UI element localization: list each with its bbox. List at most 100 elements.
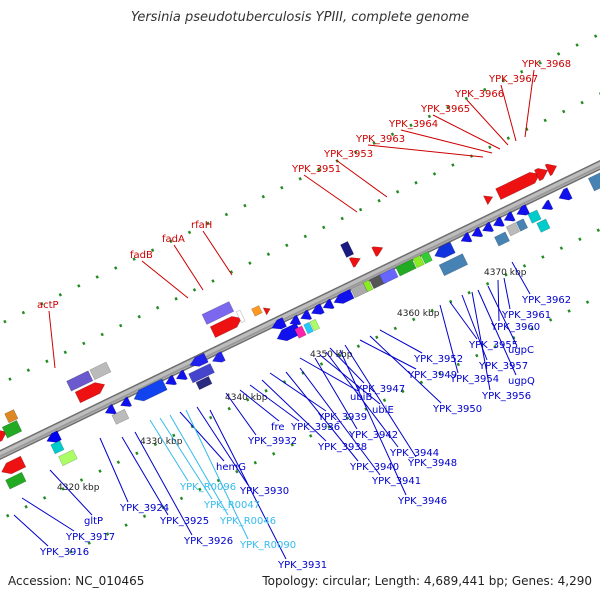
- forward-gene-glyph: [209, 316, 243, 339]
- guide-dot: [412, 317, 416, 322]
- guide-dot: [224, 212, 229, 217]
- tick-label: 4330 kbp: [140, 437, 183, 447]
- guide-dot: [211, 279, 215, 283]
- guide-dot: [485, 282, 490, 286]
- guide-dot: [42, 496, 47, 500]
- rna-gene-label: YPK_R0046: [219, 516, 276, 527]
- guide-dot: [124, 523, 128, 527]
- reverse-gene-label: YPK_3946: [397, 496, 447, 507]
- guide-dot: [559, 246, 564, 250]
- reverse-gene-glyph: [481, 221, 495, 233]
- leader-line: [319, 354, 381, 405]
- reverse-gene-label: YPK_3947: [355, 384, 405, 395]
- guide-dot: [538, 61, 542, 65]
- reverse-gene-glyph: [175, 369, 188, 381]
- forward-gene-label: rfaH: [191, 220, 212, 231]
- leader-line: [524, 69, 535, 138]
- reverse-gene-glyph: [188, 363, 215, 384]
- reverse-gene-label: YPK_3916: [39, 547, 89, 558]
- guide-dot: [541, 255, 545, 259]
- tick-label: 4320 kbp: [57, 483, 100, 493]
- leader-line: [169, 414, 229, 516]
- guide-dot: [382, 398, 387, 402]
- leader-line: [48, 310, 56, 369]
- leader-line: [400, 129, 493, 154]
- backbone-bar: [0, 161, 600, 459]
- guide-dot: [153, 442, 157, 447]
- leader-line: [329, 347, 365, 384]
- guide-dot: [548, 318, 553, 322]
- leader-line: [249, 384, 300, 422]
- reverse-gene-glyph: [536, 218, 551, 233]
- reverse-gene-glyph: [322, 298, 335, 310]
- reverse-gene-glyph: [164, 374, 178, 386]
- guide-dot: [116, 460, 121, 464]
- leader-line: [21, 497, 75, 532]
- forward-gene-label: fadA: [162, 234, 185, 245]
- reverse-gene-glyph: [294, 325, 307, 339]
- guide-dot: [280, 185, 284, 190]
- forward-gene-label: YPK_3966: [454, 89, 504, 100]
- forward-gene-label: YPK_3953: [323, 149, 373, 160]
- guide-dot: [353, 150, 358, 154]
- reverse-gene-glyph: [310, 303, 325, 315]
- guide-dot: [105, 532, 110, 536]
- leader-line: [303, 174, 358, 213]
- guide-dot: [266, 252, 271, 256]
- map-title: Yersinia pseudotuberculosis YPIII, compl…: [130, 10, 470, 25]
- leader-line: [141, 260, 189, 299]
- guide-dot: [488, 145, 492, 149]
- reverse-gene-label: YPK_3917: [65, 532, 115, 543]
- reverse-gene-label: YPK_3941: [371, 476, 421, 487]
- guide-dot: [501, 78, 505, 83]
- guide-dot: [543, 118, 547, 123]
- label-leader-lines: [13, 69, 535, 560]
- guide-dot: [375, 335, 379, 340]
- reverse-gene-glyph: [1, 455, 27, 475]
- guide-dot: [235, 469, 239, 474]
- leader-line: [285, 371, 359, 462]
- reverse-gene-glyph: [133, 378, 168, 402]
- guide-dot: [578, 237, 582, 241]
- leader-line: [13, 514, 49, 547]
- guide-dot: [45, 359, 49, 364]
- guide-dot: [446, 105, 450, 110]
- reverse-gene-glyph: [289, 314, 302, 326]
- forward-gene-glyph: [348, 257, 361, 268]
- guide-dot: [79, 478, 84, 482]
- guide-dot: [309, 434, 313, 438]
- guide-dot: [520, 70, 524, 74]
- reverse-gene-label: ugpC: [508, 345, 534, 356]
- chromosome-backbone: [0, 160, 600, 460]
- reverse-gene-label: YPK_3926: [183, 536, 233, 547]
- leader-line: [497, 279, 500, 322]
- guide-dot: [114, 266, 118, 270]
- forward-gene-label: fadB: [130, 250, 153, 261]
- guide-dot: [63, 350, 67, 355]
- leader-line: [461, 294, 488, 361]
- guide-dot: [187, 230, 192, 235]
- guide-dot: [372, 141, 376, 145]
- leader-line: [269, 372, 327, 412]
- reverse-gene-glyph: [503, 210, 516, 222]
- forward-gene-label: YPK_3951: [291, 164, 341, 175]
- guide-dot: [451, 163, 455, 167]
- leader-line: [173, 244, 204, 291]
- guide-dot: [322, 225, 326, 230]
- reverse-gene-glyph: [119, 396, 133, 407]
- guide-dot: [338, 353, 342, 357]
- reverse-gene-label: ugpQ: [508, 376, 535, 387]
- guide-dot: [179, 496, 184, 501]
- guide-dot: [430, 308, 434, 313]
- leader-line: [225, 392, 257, 436]
- leader-line: [369, 335, 442, 404]
- leader-line: [121, 436, 169, 516]
- guide-dot: [132, 257, 136, 261]
- guide-dot: [21, 310, 26, 315]
- leader-line: [335, 159, 388, 198]
- rna-gene-label: YPK_R0096: [179, 482, 236, 493]
- reverse-gene-glyph: [350, 282, 368, 299]
- leader-line: [209, 409, 287, 560]
- guide-dot: [272, 452, 276, 456]
